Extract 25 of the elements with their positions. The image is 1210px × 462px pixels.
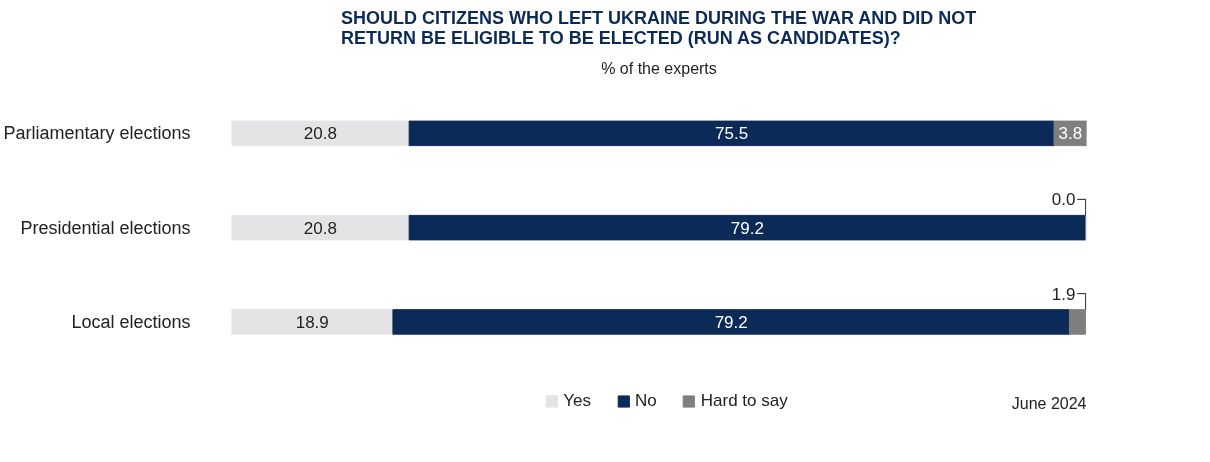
data-label: 79.2: [730, 218, 764, 238]
bar: [392, 309, 1070, 335]
data-label: 1.9: [1051, 284, 1076, 304]
y-tick-label: Parliamentary elections: [3, 123, 191, 144]
bar: [408, 214, 1087, 241]
data-label: 3.8: [1058, 124, 1083, 144]
bar: [1068, 309, 1087, 335]
data-label: 75.5: [715, 124, 749, 144]
data-label: 20.8: [303, 218, 337, 238]
bar: [231, 309, 394, 335]
legend-label: Yes: [563, 391, 592, 411]
chart-subtitle: % of the experts: [601, 59, 717, 77]
bar: [231, 214, 410, 241]
data-label: 79.2: [714, 312, 748, 332]
legend-label: No: [635, 391, 657, 411]
data-label: 18.9: [295, 312, 329, 332]
y-tick-label: Local elections: [71, 311, 191, 332]
text: June 2024: [1011, 394, 1087, 412]
bar: [408, 120, 1055, 147]
data-label: 0.0: [1051, 190, 1076, 210]
data-label: 20.8: [303, 124, 337, 144]
bar: [231, 120, 410, 147]
legend-label: Hard to say: [700, 391, 788, 411]
chart-title: SHOULD CITIZENS WHO LEFT UKRAINE DURING THE WAR AND DID NOT RETURN BE ELIGIBLE TO BE ELECTED (RUN AS CANDIDATES)?: [341, 7, 977, 48]
y-tick-label: Presidential elections: [20, 217, 191, 238]
